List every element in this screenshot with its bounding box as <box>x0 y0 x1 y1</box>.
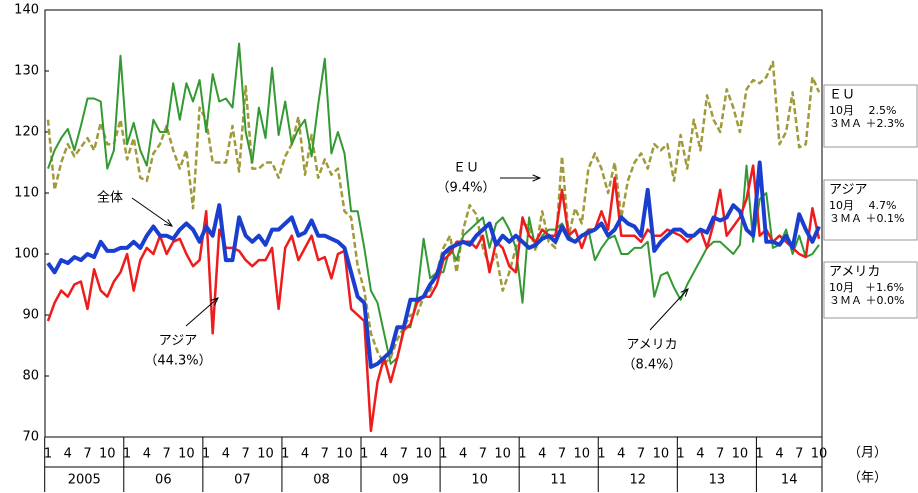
y-tick-label: 130 <box>14 64 39 79</box>
x-tick-label: 1 <box>439 447 447 462</box>
x-tick-label: 4 <box>222 447 230 462</box>
series-line <box>47 42 820 365</box>
year-label: 2005 <box>68 473 101 488</box>
x-tick-label: 4 <box>301 447 309 462</box>
side-note-line: ３ＭＡ ＋0.0% <box>829 294 904 307</box>
annotation-arrow <box>131 197 173 227</box>
x-tick-label: 4 <box>143 447 151 462</box>
y-tick-label: 140 <box>14 3 39 18</box>
x-tick-label: 4 <box>538 447 546 462</box>
x-tick-label: 7 <box>242 447 250 462</box>
side-note-box <box>823 179 918 241</box>
year-axis-label: （年） <box>848 471 887 486</box>
y-tick-label: 100 <box>14 247 39 262</box>
side-note-title: アメリカ <box>829 265 880 280</box>
x-tick-label: 7 <box>558 447 566 462</box>
x-tick-label: 7 <box>400 447 408 462</box>
x-tick-label: 1 <box>281 447 289 462</box>
year-label: 10 <box>471 473 488 488</box>
series-line <box>46 160 821 369</box>
side-note-line: ３ＭＡ ＋2.3% <box>829 117 904 130</box>
side-note-title: ＥＵ <box>829 88 855 103</box>
side-note-line: 10月 ＋1.6% <box>829 281 904 294</box>
annotation-arrowhead <box>210 297 219 306</box>
x-tick-label: 1 <box>44 447 52 462</box>
annotation-arrowhead <box>532 174 542 182</box>
x-tick-label: 7 <box>716 447 724 462</box>
x-tick-label: 1 <box>123 447 131 462</box>
year-label: 13 <box>709 473 726 488</box>
year-label: 08 <box>313 473 330 488</box>
plot-frame <box>44 9 823 438</box>
side-note-box <box>823 84 918 148</box>
annotation-label: アジア <box>159 334 197 349</box>
series-line <box>46 60 821 366</box>
x-tick-label: 1 <box>756 447 764 462</box>
side-note-line: 10月 2.5% <box>829 104 896 117</box>
x-tick-label: 10 <box>99 447 116 462</box>
year-label: 09 <box>392 473 409 488</box>
x-tick-label: 4 <box>380 447 388 462</box>
annotation-arrow <box>649 288 689 331</box>
annotation-label: 全体 <box>97 190 123 206</box>
x-tick-label: 10 <box>573 447 590 462</box>
side-note-line: ３ＭＡ ＋0.1% <box>829 212 904 225</box>
x-tick-label: 7 <box>637 447 645 462</box>
y-tick-label: 120 <box>14 125 39 140</box>
x-tick-label: 4 <box>617 447 625 462</box>
annotation-share: （9.4%） <box>436 181 495 196</box>
x-tick-label: 7 <box>795 447 803 462</box>
year-label: 12 <box>630 473 647 488</box>
x-axis-label: （月） <box>848 446 887 461</box>
x-tick-label: 4 <box>64 447 72 462</box>
y-tick-label: 80 <box>22 369 39 384</box>
annotation-arrowhead <box>164 218 174 227</box>
x-tick-label: 10 <box>653 447 670 462</box>
x-tick-label: 1 <box>676 447 684 462</box>
x-tick-label: 7 <box>321 447 329 462</box>
annotation-share: （44.3%） <box>144 354 211 369</box>
annotation-arrow <box>185 297 219 327</box>
x-tick-label: 4 <box>459 447 467 462</box>
year-label: 11 <box>550 473 567 488</box>
side-note-box <box>823 261 918 319</box>
x-tick-label: 7 <box>162 447 170 462</box>
x-tick-label: 10 <box>257 447 274 462</box>
y-tick-label: 70 <box>22 430 39 445</box>
x-tick-label: 10 <box>336 447 353 462</box>
year-label: 06 <box>155 473 172 488</box>
x-tick-label: 4 <box>696 447 704 462</box>
x-tick-label: 10 <box>732 447 749 462</box>
x-tick-label: 1 <box>360 447 368 462</box>
side-note-title: アジア <box>829 183 867 198</box>
annotation-share: （8.4%） <box>622 358 681 373</box>
side-note-line: 10月 4.7% <box>829 199 896 212</box>
x-tick-label: 10 <box>494 447 511 462</box>
x-tick-label: 1 <box>518 447 526 462</box>
x-tick-label: 10 <box>178 447 195 462</box>
x-tick-label: 1 <box>597 447 605 462</box>
y-tick-label: 110 <box>14 186 39 201</box>
annotation-arrowhead <box>680 288 689 297</box>
annotation-label: アメリカ <box>626 338 677 353</box>
x-tick-label: 7 <box>83 447 91 462</box>
annotation-label: ＥＵ <box>453 161 479 176</box>
x-tick-label: 10 <box>811 447 828 462</box>
x-tick-label: 7 <box>479 447 487 462</box>
x-tick-label: 1 <box>202 447 210 462</box>
y-tick-label: 90 <box>22 308 39 323</box>
series-line <box>46 164 821 433</box>
x-tick-label: 4 <box>775 447 783 462</box>
x-tick-label: 10 <box>415 447 432 462</box>
year-label: 14 <box>781 473 798 488</box>
year-label: 07 <box>234 473 251 488</box>
